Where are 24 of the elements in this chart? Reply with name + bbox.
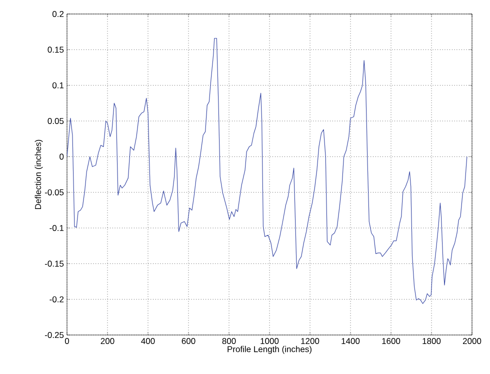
- y-tick-label: -0.15: [44, 260, 64, 267]
- x-tick-label: 2000: [462, 338, 482, 344]
- x-tick-label: 1000: [260, 338, 279, 344]
- y-tick-label: -0.1: [50, 224, 64, 231]
- x-axis-title: Profile Length (inches): [228, 346, 312, 354]
- y-tick-label: 0: [60, 154, 64, 160]
- x-tick-label: 200: [100, 338, 114, 344]
- y-tick-label: 0.05: [48, 118, 64, 124]
- x-tick-label: 1800: [422, 338, 441, 344]
- x-tick-label: 800: [222, 338, 236, 344]
- y-axis-title: Deflection (inches): [34, 140, 43, 209]
- x-tick-label: 600: [182, 338, 196, 344]
- x-tick-label: 1600: [382, 338, 400, 344]
- x-tick-label: 1400: [342, 338, 360, 344]
- y-tick-label: 0.15: [48, 46, 64, 53]
- x-tick-label: 0: [64, 338, 70, 344]
- x-tick-label: 400: [141, 338, 155, 344]
- line-series: [67, 38, 468, 304]
- y-tick-label: 0.2: [52, 10, 64, 17]
- y-tick-label: -0.2: [50, 296, 64, 302]
- x-tick-label: 1200: [301, 338, 320, 344]
- y-tick-label: -0.05: [44, 189, 64, 196]
- y-tick-label: -0.25: [44, 332, 64, 338]
- y-tick-label: 0.1: [52, 82, 64, 88]
